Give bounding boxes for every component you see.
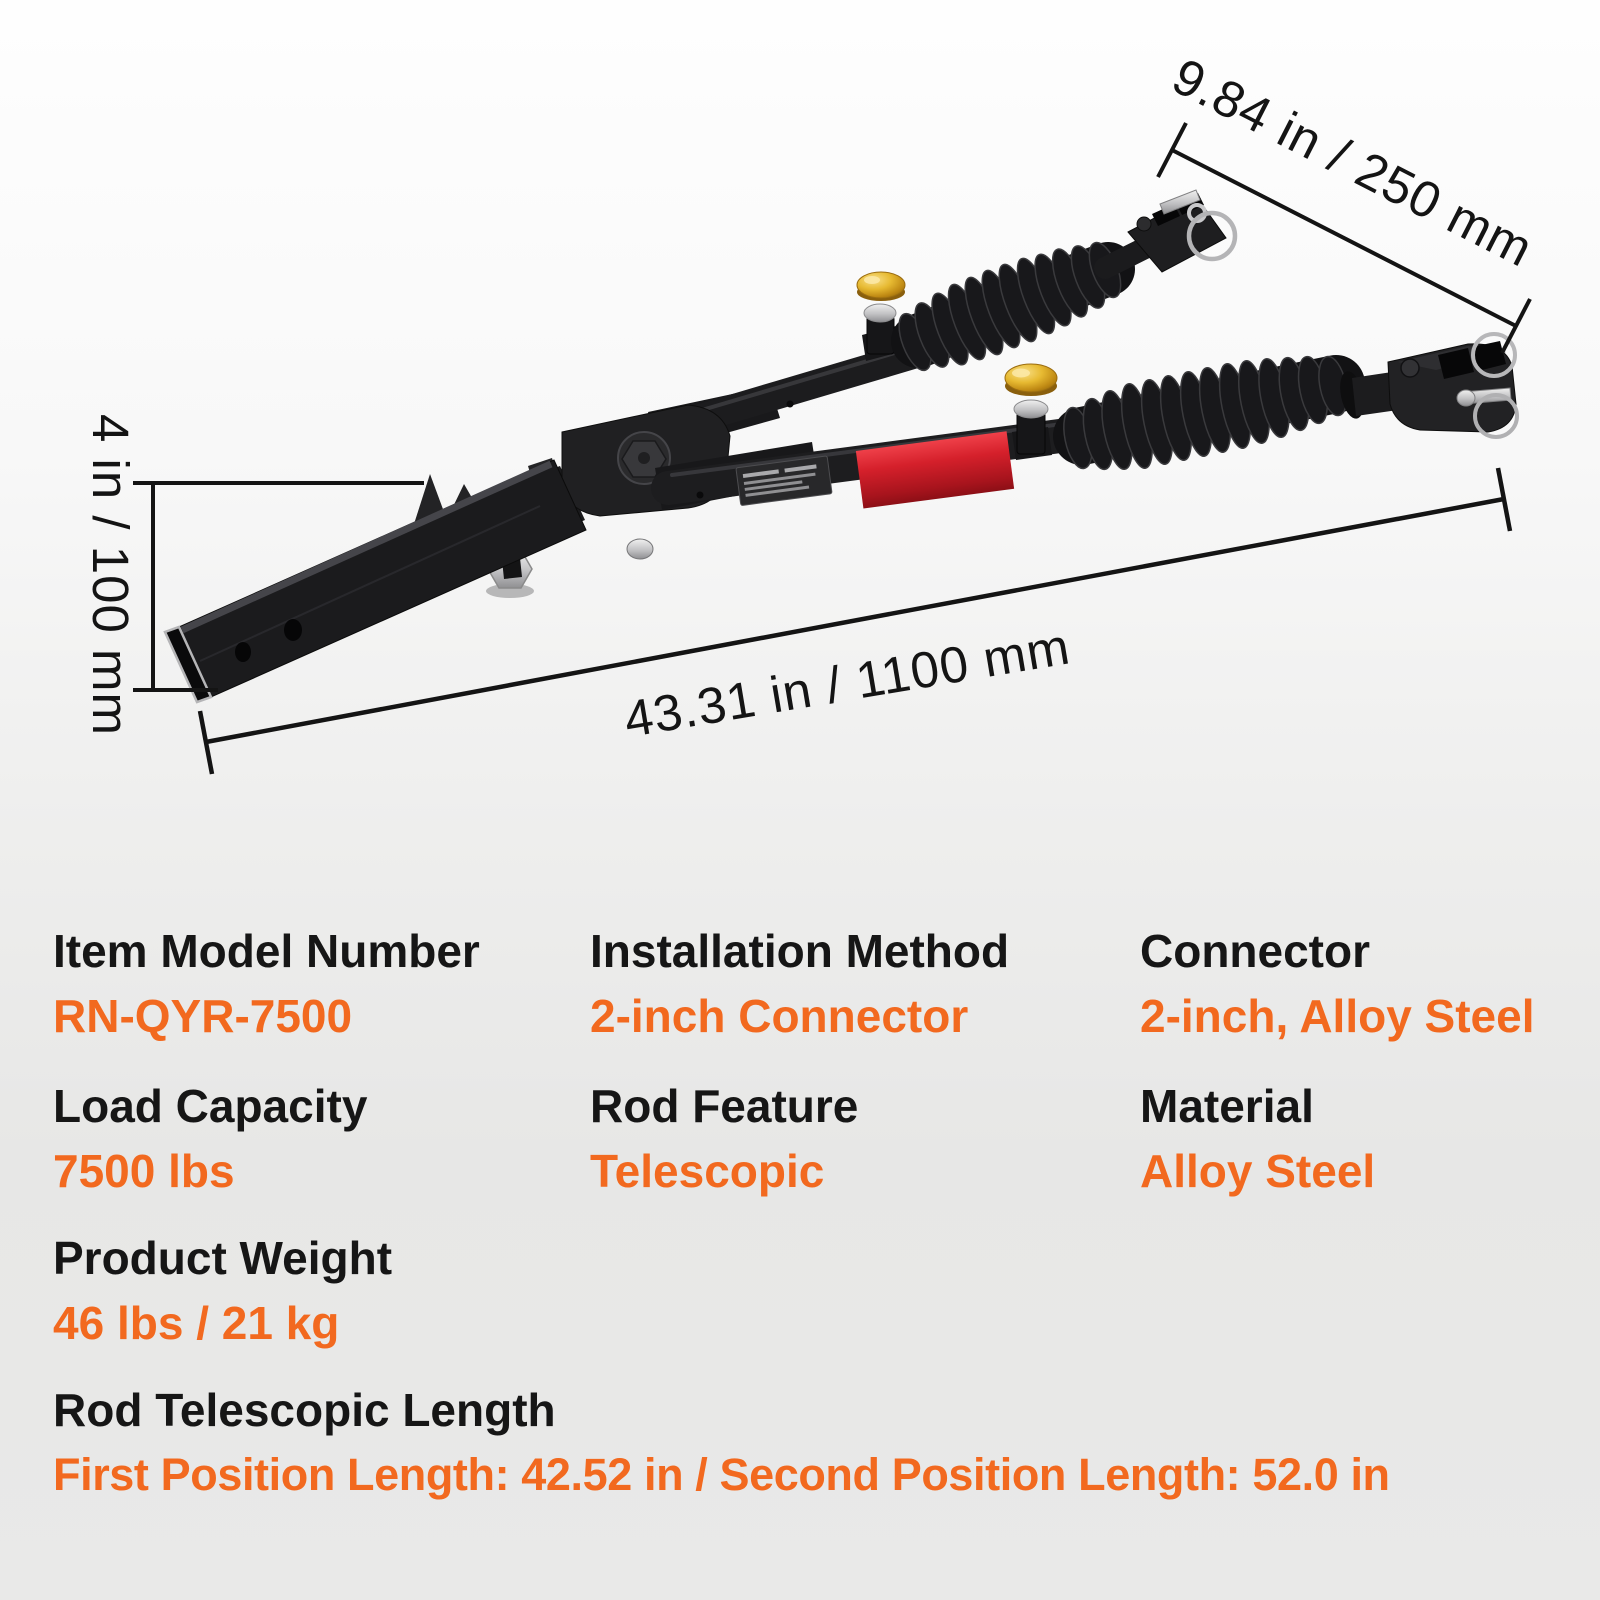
retaining-ring-upper <box>1186 210 1238 262</box>
pull-pin-knob-upper <box>856 271 906 355</box>
spec-value: 2-inch, Alloy Steel <box>1140 990 1535 1042</box>
spec-value: 46 lbs / 21 kg <box>53 1297 340 1349</box>
shank-opening <box>163 625 213 704</box>
shank-sheen <box>199 505 541 662</box>
lower-arm-highlight <box>670 419 1087 477</box>
spec-value: 7500 lbs <box>53 1145 235 1197</box>
spec-value: RN-QYR-7500 <box>53 990 353 1042</box>
spec-label: Product Weight <box>53 1232 393 1284</box>
clevis-connector-upper <box>1127 189 1238 273</box>
spec-value: Alloy Steel <box>1140 1145 1376 1197</box>
spec-label: Rod Telescopic Length <box>53 1384 556 1436</box>
clevis-bolt <box>1400 358 1420 378</box>
pin-head <box>1456 389 1476 407</box>
spec-item-model-number: Item Model Number RN-QYR-7500 <box>53 928 480 1039</box>
bellows-upper <box>891 241 1135 372</box>
spec-rod-feature: Rod Feature Telescopic <box>590 1083 858 1194</box>
shank-top-bevel <box>180 460 553 634</box>
clevis-connector-lower <box>1387 332 1519 439</box>
dimension-line <box>1171 148 1517 328</box>
spec-connector: Connector 2-inch, Alloy Steel <box>1140 928 1535 1039</box>
spec-value: First Position Length: 42.52 in / Second… <box>53 1449 1390 1500</box>
retaining-ring-lower-top <box>1471 332 1517 378</box>
pivot-bolt-center <box>638 452 650 464</box>
lower-arm <box>651 332 1519 510</box>
clevis-slot <box>1438 348 1474 379</box>
hitch-pin-hole <box>284 619 302 641</box>
retaining-ring-lower-bottom <box>1473 393 1519 439</box>
dimension-line <box>205 496 1505 745</box>
dimension-height: 4 in / 100 mm <box>82 414 424 736</box>
spec-label: Item Model Number <box>53 925 480 977</box>
clevis-bolt <box>1136 216 1152 232</box>
red-band <box>855 431 1015 509</box>
spec-rod-telescopic-length: Rod Telescopic Length First Position Len… <box>53 1387 1390 1497</box>
spec-installation-method: Installation Method 2-inch Connector <box>590 928 1009 1039</box>
spec-label: Installation Method <box>590 925 1010 977</box>
bellows-lower <box>1053 355 1365 471</box>
knob-specular <box>1012 368 1030 378</box>
receiver-shank <box>163 459 587 704</box>
dimension-tick <box>1495 467 1513 532</box>
product-photo: 4 in / 100 mm 9.84 in / 250 mm 43.31 in … <box>82 47 1542 775</box>
spec-label: Material <box>1140 1080 1314 1132</box>
spec-label: Rod Feature <box>590 1080 859 1132</box>
knob-collar <box>863 303 897 323</box>
hitch-pin <box>1159 189 1201 215</box>
spec-value: Telescopic <box>590 1145 825 1197</box>
red-reflective-band <box>855 431 1015 509</box>
spec-load-capacity: Load Capacity 7500 lbs <box>53 1083 367 1194</box>
adjustment-hole <box>696 491 704 499</box>
spec-value: 2-inch Connector <box>590 990 969 1042</box>
lower-nut <box>626 538 654 560</box>
adjustment-hole <box>786 400 794 408</box>
spec-material: Material Alloy Steel <box>1140 1083 1375 1194</box>
knob-specular <box>864 276 880 284</box>
dimension-tick <box>197 710 215 775</box>
hitch-pin-hole <box>235 642 251 662</box>
spec-label: Load Capacity <box>53 1080 368 1132</box>
dimension-height-label: 4 in / 100 mm <box>82 414 139 736</box>
pull-pin-knob-lower <box>1004 363 1058 455</box>
product-label <box>735 455 833 506</box>
spec-label: Connector <box>1140 925 1370 977</box>
clevis-slot <box>1472 341 1506 371</box>
dimension-tick <box>1500 298 1532 354</box>
knob-collar <box>1013 399 1049 419</box>
spec-product-weight: Product Weight 46 lbs / 21 kg <box>53 1235 392 1346</box>
dimension-tick <box>1156 122 1188 178</box>
clevis-neck <box>1352 372 1398 416</box>
